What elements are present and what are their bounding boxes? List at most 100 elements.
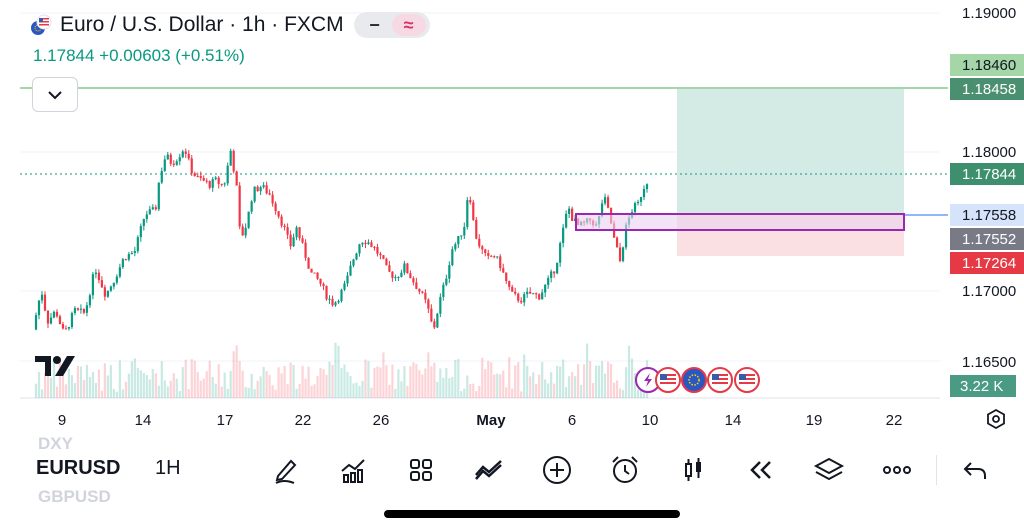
candle-body [313,272,316,274]
volume-bar [574,376,577,398]
draw-pen-button[interactable] [266,452,304,488]
price-label: 1.18458 [962,81,1016,98]
templates-button[interactable] [470,452,508,488]
volume-bar [154,373,157,398]
volume-bar [112,389,115,398]
approx-wave-icon[interactable]: ≈ [391,14,426,36]
volume-bar [415,363,418,398]
volume-bar [630,358,634,398]
chart-area[interactable]: 1.19000 1.18000 1.17000 1.16500 1.18460 … [0,0,1024,440]
candle-body [505,272,508,282]
candles [34,148,649,331]
volume-bar [624,367,628,398]
minus-icon[interactable]: − [369,14,380,35]
volume-bar [307,366,310,398]
indicators-button[interactable] [334,452,372,488]
price-chart[interactable]: 1.19000 1.18000 1.17000 1.16500 1.18460 … [0,0,1024,440]
volume-bar [364,359,367,398]
gear-icon[interactable] [987,408,1005,430]
symbol-title[interactable]: Euro / U.S. Dollar · 1h · FXCM [60,13,344,36]
eur-usd-flag-icon [31,14,52,35]
candle-body [280,216,283,226]
volume-bar [283,365,286,398]
layouts-button[interactable] [402,452,440,488]
volume-bar [529,376,532,398]
volume-bar [403,366,406,398]
volume-bar [301,365,304,398]
volume-bar [313,384,316,398]
candle-body [289,234,292,247]
candle-body [391,271,394,278]
candle-body [457,236,460,245]
eu-flag-icon [681,367,707,393]
candle-body [379,253,382,256]
watchlist-prev-symbol[interactable]: DXY [38,434,73,453]
volume-bar [295,388,298,398]
undo-button[interactable] [956,452,994,488]
time-tick: 9 [58,412,66,429]
more-button[interactable] [878,452,916,488]
collapse-legend-button[interactable] [32,77,78,112]
time-tick: 14 [135,412,152,429]
more-icon [883,466,911,474]
volume-bar [91,372,95,398]
watchlist-next-symbol[interactable]: GBPUSD [38,487,111,506]
candle-body [541,292,544,300]
candle-body [202,177,205,181]
candle-body [265,185,268,194]
volume-bar [193,360,196,398]
candle-body [322,283,325,286]
candle-body [259,187,262,192]
candle-body [502,268,505,273]
candle-body [487,253,490,256]
volume-bar [547,383,550,398]
candle-body [514,291,517,294]
volume-bar [124,381,127,398]
volume-bar [316,375,319,398]
volume-bar [292,364,295,398]
object-tree-button[interactable] [810,452,848,488]
volume-bar [340,368,343,398]
volume-bar [463,388,466,398]
volume-bar [43,372,47,398]
candle-body [316,272,319,279]
chart-type-button[interactable] [674,452,712,488]
volume-bar [487,360,490,398]
replay-button[interactable] [742,452,780,488]
symbol-selector[interactable]: EURUSD [36,457,121,479]
volume-label: 3.22 K [960,378,1003,395]
volume-bar [184,359,187,398]
timeframe-selector[interactable]: 1H [155,457,181,479]
candle-body [112,282,115,287]
volume-bar [97,369,100,398]
price-tick: 1.18000 [962,144,1016,161]
candle-body [211,179,214,188]
volume-bar [55,386,59,398]
volume-bar [52,358,56,398]
volume-bar [442,377,445,398]
volume-bar [550,372,553,398]
candle-body [529,291,532,294]
candle-body [397,276,400,278]
candle-body [319,278,322,284]
candle-body [247,211,250,228]
candle-body [373,246,376,248]
candle-body [361,242,364,245]
candle-body [496,256,499,258]
candle-body [645,184,649,190]
candle-body [352,259,355,266]
volume-bar [34,383,38,398]
volume-bar [247,387,250,398]
volume-bar [262,366,265,398]
volume-bar [160,361,163,398]
alerts-button[interactable] [606,452,644,488]
candle-body [463,227,466,236]
candle-body [535,293,538,295]
candle-body [559,243,562,263]
candle-body [430,308,433,322]
candle-body [511,286,514,292]
candle-body [310,268,313,273]
volume-bar [469,383,472,398]
add-button[interactable] [538,452,576,488]
volume-bar [223,372,226,398]
